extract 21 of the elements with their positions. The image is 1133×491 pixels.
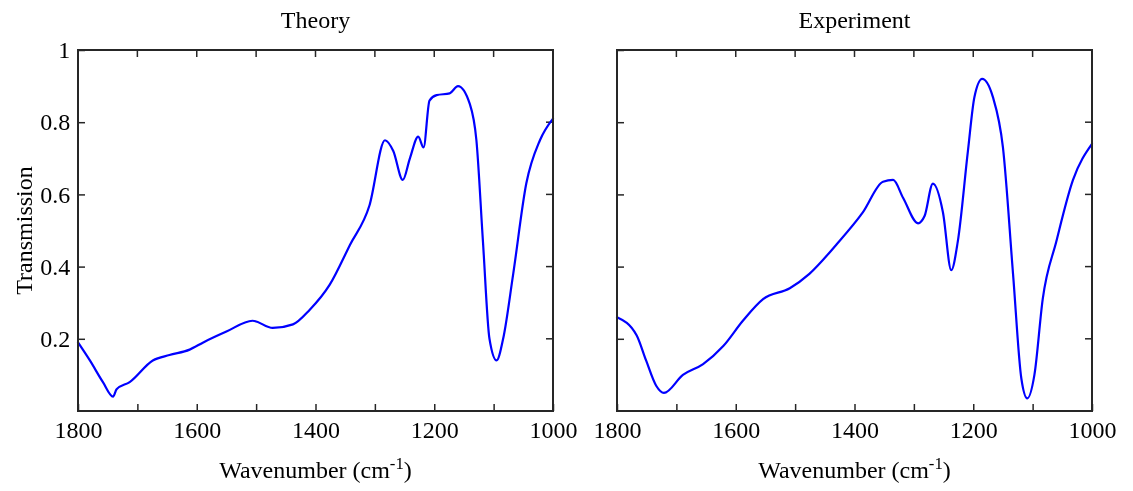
x-tick-label: 1800 <box>54 417 103 443</box>
y-tick-label: 0.4 <box>40 253 71 280</box>
chart-title: Theory <box>280 7 351 33</box>
y-tick-label: 0.6 <box>40 181 71 208</box>
y-tick-label: 0.2 <box>40 325 71 352</box>
x-tick-label: 1000 <box>529 417 578 443</box>
x-tick-label: 1200 <box>949 417 998 443</box>
chart-title: Experiment <box>798 7 911 33</box>
x-tick-label: 1600 <box>173 417 222 443</box>
line-series <box>76 85 555 398</box>
x-tick-label: 1800 <box>593 417 642 443</box>
y-tick-label: 1 <box>58 37 71 64</box>
x-tick-label: 1400 <box>292 417 340 443</box>
x-tick-label: 1400 <box>831 417 879 443</box>
x-tick-label: 1200 <box>410 417 459 443</box>
x-axis-title: Wavenumber (cm$^{-1}$) <box>758 453 951 483</box>
x-tick-label: 1600 <box>712 417 761 443</box>
y-axis-title: Transmission <box>11 166 37 295</box>
x-axis-title: Wavenumber (cm$^{-1}$) <box>219 453 412 483</box>
x-tick-label: 1000 <box>1068 417 1117 443</box>
y-tick-label: 0.8 <box>40 109 71 136</box>
